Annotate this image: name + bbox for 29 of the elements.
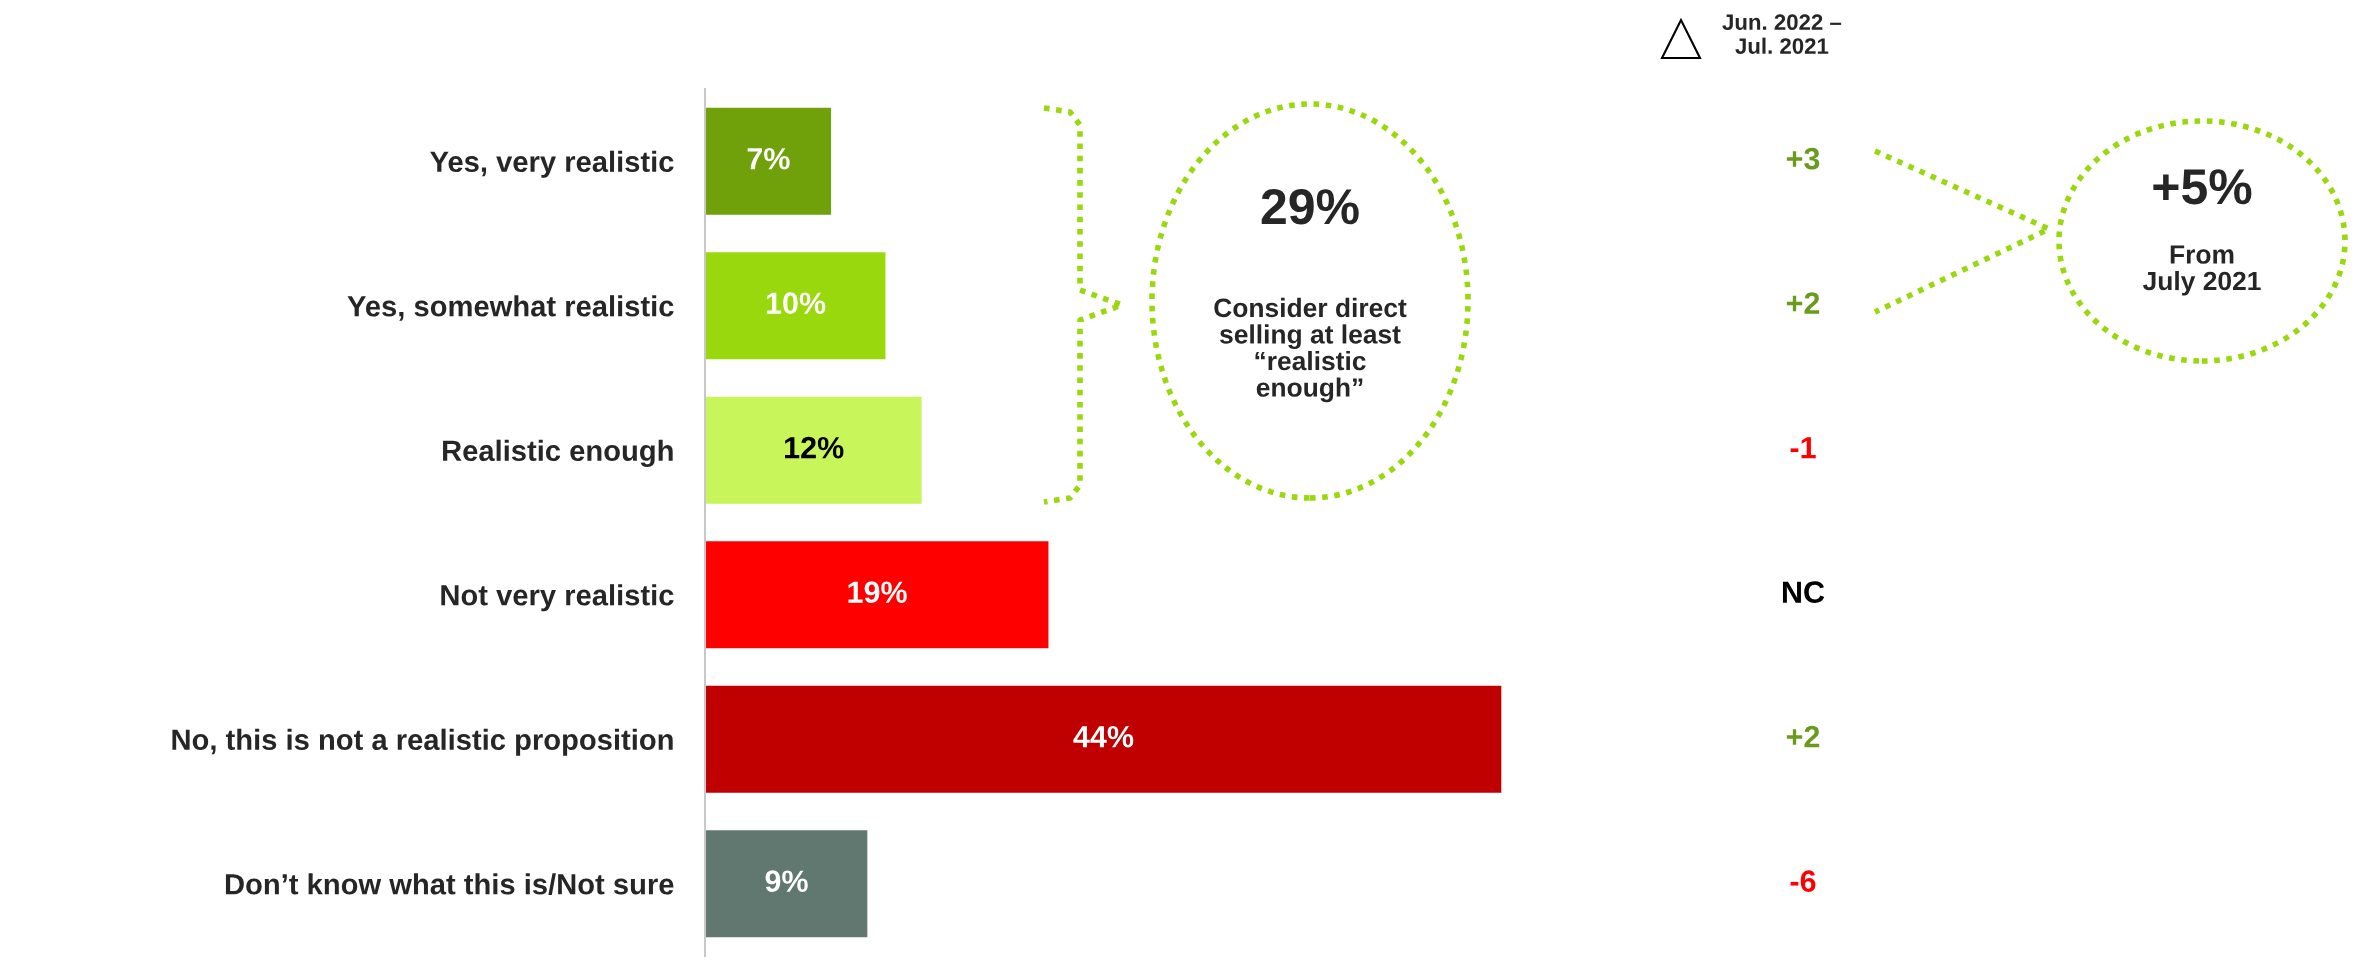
y-tick-label: Yes, somewhat realistic: [347, 295, 674, 321]
data-label: 44%: [1073, 725, 1134, 748]
text: -6: [1790, 870, 1816, 892]
annotation: Consider direct selling at least “realistic enough”: [1214, 297, 1407, 403]
text: +3: [1786, 147, 1820, 170]
bar: [705, 250, 887, 361]
y-tick-label: No, this is not a realistic proposition: [172, 728, 673, 756]
text: -1: [1790, 437, 1816, 459]
data-label: 9%: [765, 870, 808, 892]
y-tick-label: Realistic enough: [443, 439, 673, 467]
y-tick-label: Yes, very realistic: [430, 150, 674, 178]
y-tick-label: Not very realistic: [441, 584, 674, 612]
bar: [705, 395, 924, 506]
text: +5%: [2153, 169, 2252, 205]
bar: [705, 539, 1050, 650]
text: +2: [1786, 725, 1820, 748]
data-label: 10%: [766, 292, 826, 314]
text: NC: [1782, 581, 1825, 603]
data-label: 7%: [747, 147, 790, 170]
bar: [705, 828, 869, 939]
y-tick-label: Don’t know what this is/Not sure: [225, 873, 674, 895]
bar: [705, 106, 833, 217]
text: From July 2021: [2142, 245, 2261, 296]
bar: [705, 684, 1502, 795]
data-label: 12%: [785, 436, 844, 459]
data-label: 19%: [848, 581, 907, 603]
text: Jun. 2022 – Jul. 2021: [1722, 14, 1842, 54]
text: +2: [1786, 292, 1820, 314]
annotation: 29%: [1261, 189, 1359, 225]
